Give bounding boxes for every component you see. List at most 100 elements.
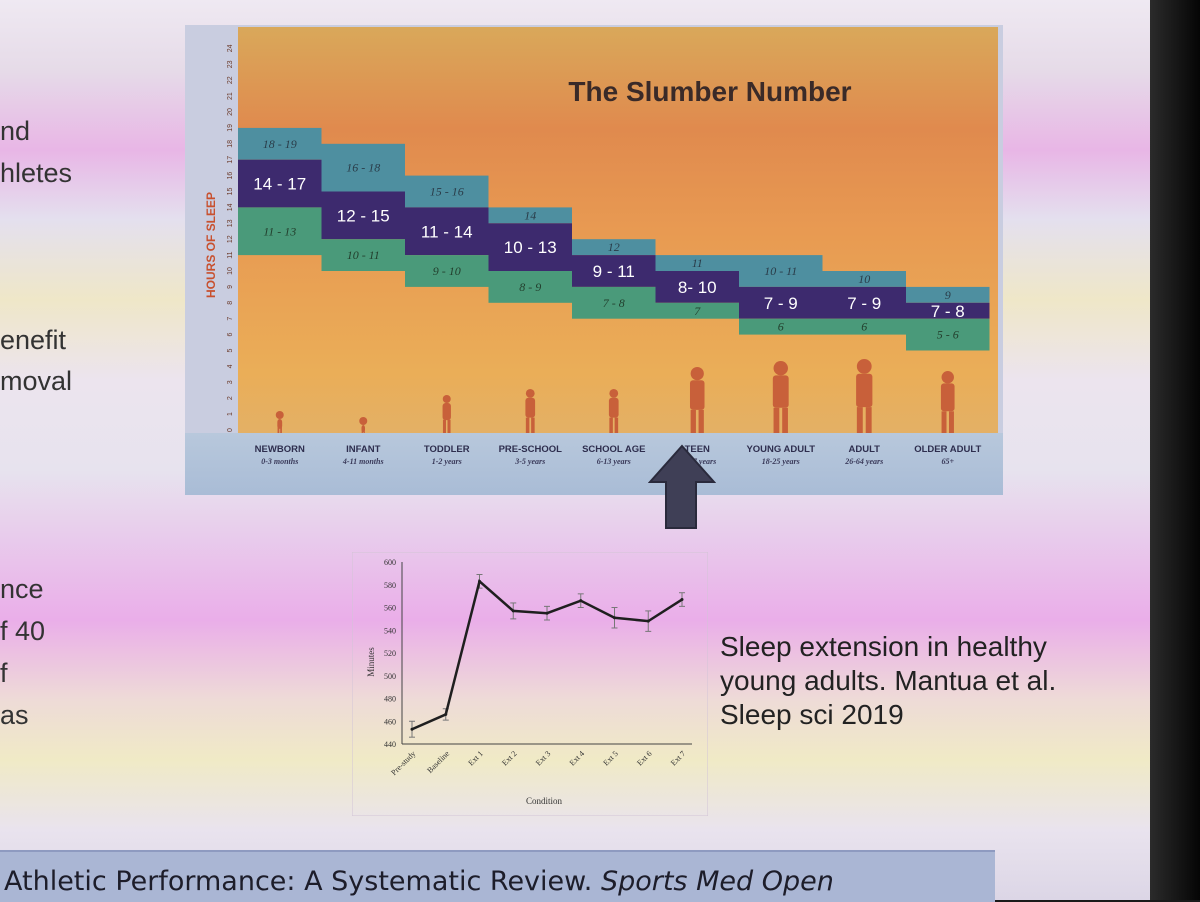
x-tick-label: Ext 5 (601, 749, 619, 767)
age-group-band: 15 - 16 11 - 14 9 - 10 (405, 175, 489, 287)
y-tick-label: 540 (384, 626, 396, 635)
person-silhouette-icon (689, 367, 705, 433)
y-tick-label: 460 (384, 717, 396, 726)
citation-bar: Athletic Performance: A Systematic Revie… (0, 850, 995, 902)
y-tick-label: 21 (227, 92, 234, 100)
age-group-name: NEWBORN (255, 444, 305, 455)
upper-range-band (739, 255, 823, 287)
age-group-band: 16 - 18 12 - 15 10 - 11 (321, 143, 405, 271)
lower-range-band (739, 318, 823, 335)
x-tick-label: Ext 2 (500, 749, 518, 767)
age-group-range: 14-17 years (678, 457, 716, 466)
recommended-range-band (906, 302, 990, 319)
lower-range-label: 7 (694, 304, 701, 318)
lower-range-band (488, 271, 572, 303)
series-line (411, 579, 683, 731)
y-tick-label: 8 (227, 301, 234, 305)
recommended-range-label: 10 - 13 (504, 238, 557, 257)
y-tick-label: 440 (384, 740, 396, 749)
slide-text-fragment: nd (0, 116, 31, 146)
age-group-range: 3-5 years (514, 457, 545, 466)
upper-range-label: 11 (692, 256, 703, 270)
age-group-band: 14 10 - 13 8 - 9 (488, 207, 572, 303)
y-tick-label: 580 (384, 581, 396, 590)
recommended-range-band (321, 191, 405, 240)
y-tick-label: 11 (227, 251, 234, 258)
y-tick-label: 13 (227, 219, 234, 227)
lower-range-label: 11 - 13 (263, 224, 296, 238)
age-group-range: 4-11 months (342, 457, 384, 466)
upper-range-label: 9 (945, 288, 951, 302)
age-group-band: 12 9 - 11 7 - 8 (572, 239, 656, 319)
y-tick-label: 10 (227, 267, 234, 275)
slide-text-fragment: as (0, 700, 29, 730)
y-axis-title: Minutes (366, 647, 376, 677)
age-group-name: YOUNG ADULT (746, 444, 815, 455)
y-tick-label: 4 (227, 364, 234, 368)
age-group-range: 18-25 years (762, 457, 800, 466)
lower-range-band (906, 318, 990, 351)
x-tick-label: Ext 6 (635, 749, 653, 767)
person-silhouette-icon (359, 417, 368, 433)
lower-range-band (238, 207, 322, 256)
upper-range-label: 16 - 18 (346, 161, 380, 175)
lower-range-label: 9 - 10 (433, 264, 461, 278)
y-tick-label: 18 (227, 140, 234, 148)
slide-text-fragment: hletes (0, 158, 73, 188)
screen-edge (1150, 0, 1200, 900)
person-silhouette-icon (525, 389, 536, 433)
citation-journal: Sports Med Open (600, 866, 834, 897)
x-tick-label: Ext 7 (669, 749, 687, 767)
y-tick-label: 23 (227, 60, 234, 68)
y-tick-label: 6 (227, 333, 234, 337)
upper-range-band (655, 255, 739, 271)
person-silhouette-icon (856, 359, 873, 433)
recommended-range-label: 7 - 8 (931, 302, 965, 321)
upper-range-label: 10 - 11 (764, 264, 797, 278)
lower-range-band (655, 302, 739, 319)
age-group-range: 0-3 months (261, 457, 298, 466)
y-tick-label: 14 (227, 203, 234, 211)
y-tick-label: 22 (227, 76, 234, 84)
lower-range-label: 6 (778, 320, 784, 334)
slide-heading-fragment (170, 0, 370, 16)
upper-range-label: 10 (858, 272, 870, 286)
age-group-band: 10 - 11 7 - 9 6 (739, 255, 823, 335)
recommended-range-band (572, 255, 656, 287)
person-silhouette-icon (608, 389, 619, 433)
slide-text-fragment: f (0, 658, 8, 688)
y-tick-label: 15 (227, 188, 234, 196)
recommended-range-band (739, 286, 823, 319)
age-group-band: 18 - 19 14 - 17 11 - 13 (238, 127, 322, 256)
y-tick-label: 480 (384, 695, 396, 704)
lower-range-band (321, 239, 405, 271)
age-group-name: ADULT (849, 444, 881, 455)
upper-range-band (906, 286, 990, 303)
projected-slide: nd hletes enefit moval nce f 40 f as (0, 0, 1165, 902)
x-tick-label: Baseline (425, 749, 451, 775)
y-tick-label: 520 (384, 649, 396, 658)
upper-range-label: 12 (608, 240, 620, 254)
y-tick-label: 560 (384, 604, 396, 613)
recommended-range-band (488, 223, 572, 271)
y-tick-label: 19 (227, 124, 234, 132)
y-tick-label: 17 (227, 156, 234, 164)
upper-range-label: 14 (524, 208, 536, 222)
y-tick-label: 5 (227, 348, 234, 352)
person-silhouette-icon (442, 395, 451, 433)
x-tick-label: Ext 4 (568, 749, 586, 767)
y-tick-label: 7 (227, 317, 234, 321)
y-tick-label: 16 (227, 172, 234, 180)
upper-range-band (321, 143, 405, 192)
slide-text-fragment: nce (0, 574, 44, 604)
recommended-range-label: 7 - 9 (847, 294, 881, 313)
age-group-band: 10 7 - 9 6 (822, 271, 906, 335)
sleep-extension-line-chart: Minutes Condition 440 460 480 500 520 540 560 5… (351, 551, 709, 817)
y-tick-label: 9 (227, 285, 234, 289)
age-group-band: 97 - 8 5 - 6 (906, 286, 990, 351)
figure-caption: Sleep extension in healthy young adults.… (720, 630, 1120, 732)
age-group-name: OLDER ADULT (914, 444, 981, 455)
y-tick-label: 12 (227, 235, 234, 243)
lower-range-label: 5 - 6 (937, 328, 959, 342)
